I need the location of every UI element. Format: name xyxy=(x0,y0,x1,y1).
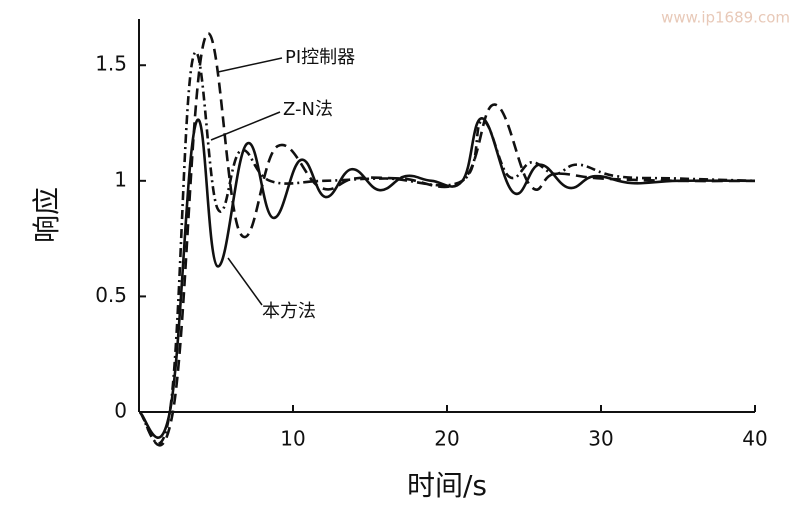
annotation: PI控制器 xyxy=(285,47,355,68)
line-series xyxy=(138,32,756,447)
leader-line xyxy=(210,111,281,141)
leader-line xyxy=(217,57,283,73)
y-tick-label: 1.5 xyxy=(95,52,127,76)
annotation: Z-N法 xyxy=(283,99,333,120)
x-tick-label: 40 xyxy=(742,427,767,451)
watermark: www.ip1689.com xyxy=(661,9,790,27)
line-series xyxy=(138,117,756,439)
line-series xyxy=(138,51,756,445)
y-axis-label: 响应 xyxy=(30,187,63,243)
x-tick-label: 20 xyxy=(434,427,459,451)
y-tick-label: 0 xyxy=(114,399,127,423)
y-tick-label: 0.5 xyxy=(95,283,127,307)
leader-line xyxy=(227,257,263,306)
x-tick-label: 10 xyxy=(280,427,305,451)
annotation: 本方法 xyxy=(262,301,316,322)
x-axis-label: 时间/s xyxy=(407,469,487,502)
x-tick-label: 30 xyxy=(588,427,613,451)
y-tick-label: 1 xyxy=(114,167,127,191)
